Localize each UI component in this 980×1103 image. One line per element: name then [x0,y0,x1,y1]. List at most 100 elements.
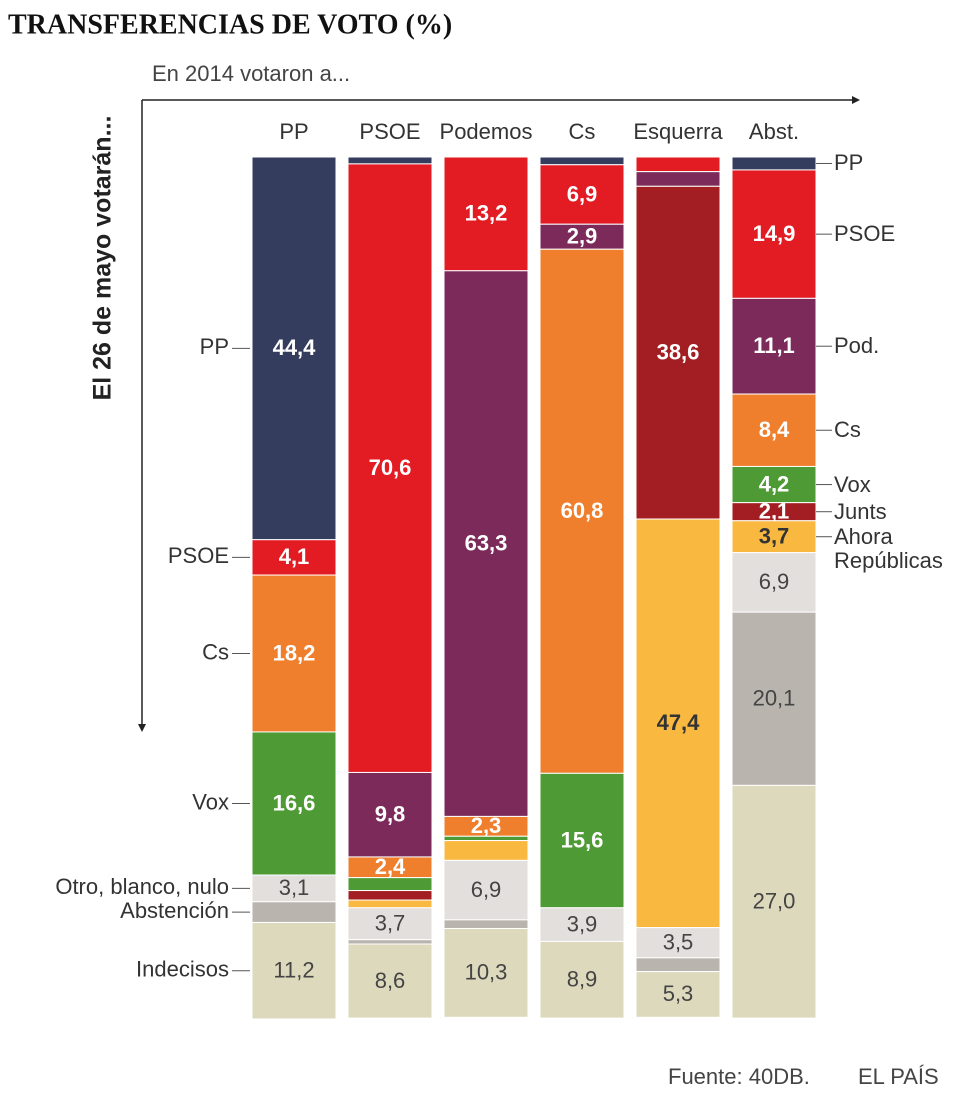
value-label: 8,6 [375,968,406,993]
left-label: PP [200,334,229,359]
value-label: 4,2 [759,471,790,496]
arrow-head [138,724,146,732]
value-label: 2,3 [471,813,502,838]
bar-segment [731,784,817,1019]
value-label: 10,3 [465,960,508,985]
bar-segment [347,899,433,909]
bar-segment [347,163,433,773]
bar-segment [251,921,337,1020]
value-label: 3,9 [567,911,598,936]
value-label: 6,9 [567,181,598,206]
bar-segment [731,156,817,171]
value-label: 11,1 [753,333,795,358]
value-label: 70,6 [369,455,412,480]
value-label: 18,2 [273,640,316,665]
left-label: Indecisos [136,957,229,982]
value-label: 16,6 [273,790,316,815]
bar-segment [251,731,337,876]
bar-segment [635,971,721,1018]
bar-segment [731,297,817,395]
value-label: 8,9 [567,967,598,992]
left-label: Cs [202,639,229,664]
bar-segment [539,156,625,166]
value-label: 2,1 [759,499,790,524]
value-label: 5,3 [663,981,694,1006]
value-label: 4,1 [279,544,310,569]
bar-segment [635,185,721,520]
right-label: Pod. [834,333,880,359]
left-label: Abstención [120,898,229,923]
value-label: 63,3 [465,530,508,555]
value-label: 3,7 [759,524,790,549]
chart-title: TRANSFERENCIAS DE VOTO (%) [8,9,452,40]
value-label: 8,4 [759,417,790,442]
right-label: PP [834,150,864,176]
bar-segment [731,552,817,613]
value-label: 13,2 [465,201,508,226]
bar-segment [347,877,433,892]
bar-segment [731,465,817,504]
bar-segment [251,901,337,923]
right-label: Junts [834,498,887,524]
bar-segment [539,164,625,225]
bar-segment [347,890,433,901]
arrow-head [852,96,860,104]
value-label: 6,9 [759,569,790,594]
column-header: PSOE [359,119,420,144]
bar-segment [347,907,433,941]
bar-segment [539,772,625,909]
bar-segment [539,940,625,1019]
value-label: 44,4 [273,335,317,360]
value-label: 20,1 [753,686,796,711]
bar-segment [635,156,721,173]
bar-segment [251,539,337,576]
bar-segment [635,518,721,929]
bar-segment [347,939,433,945]
source: Fuente: 40DB. [668,1064,810,1089]
bar-segment [443,927,529,1018]
value-label: 9,8 [375,802,406,827]
column-header: Podemos [440,119,533,144]
right-label: Vox [834,471,871,497]
value-label: 60,8 [561,498,604,523]
bar-segment [347,156,433,165]
left-label: PSOE [168,543,229,568]
x-axis-label: En 2014 votaron a... [152,61,350,86]
bar-segment [443,156,529,272]
bar-segment [731,611,817,786]
column-header: PP [279,119,308,144]
bar-segment [251,156,337,541]
bar-segment [635,927,721,959]
value-label: 2,9 [567,224,598,249]
column-header: Abst. [749,119,799,144]
bar-segment [251,574,337,733]
left-label: Vox [192,789,229,814]
value-label: 15,6 [561,827,604,852]
bar-segment [443,919,529,929]
column-header: Cs [569,119,596,144]
bar-segment [443,270,529,817]
bar-segment [635,171,721,187]
bar-segment [251,874,337,903]
value-label: 2,4 [375,854,406,879]
bar-segment [443,840,529,861]
right-label: Cs [834,417,861,443]
brand: EL PAÍS [858,1064,939,1089]
bar-segment [347,943,433,1019]
bar-segment [731,393,817,467]
y-axis-label: El 26 de mayo votarán... [89,116,117,401]
value-label: 47,4 [657,710,701,735]
value-label: 3,1 [279,875,310,900]
bar-segment [347,771,433,858]
right-label: PSOE [834,221,896,247]
bar-segment [635,957,721,973]
value-label: 11,2 [273,958,314,983]
bar-segment [539,907,625,942]
value-label: 6,9 [471,877,502,902]
value-label: 3,5 [663,930,694,955]
left-label: Otro, blanco, nulo [55,874,229,899]
value-label: 27,0 [753,889,796,914]
bar-segment [443,859,529,921]
